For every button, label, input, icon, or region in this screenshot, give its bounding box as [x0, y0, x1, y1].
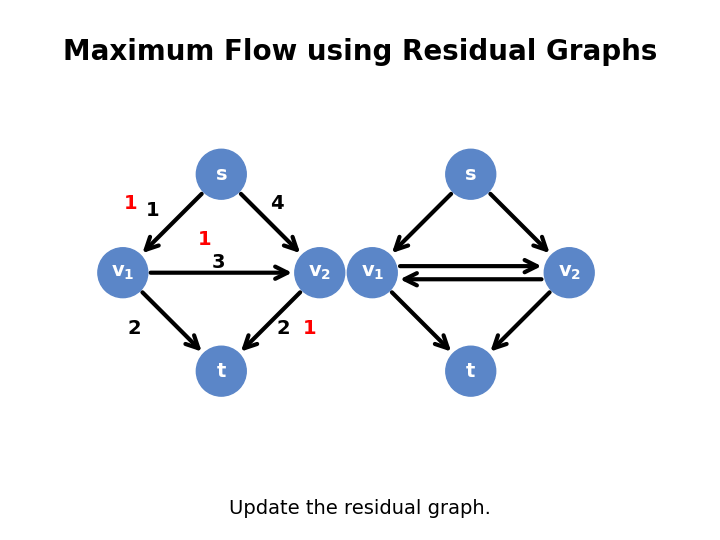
Circle shape: [446, 346, 495, 396]
Text: $\mathbf{v_1}$: $\mathbf{v_1}$: [111, 263, 135, 282]
Text: 2: 2: [277, 319, 290, 338]
Text: 1: 1: [303, 319, 317, 338]
Text: 4: 4: [270, 194, 284, 213]
Text: Update the residual graph.: Update the residual graph.: [229, 500, 491, 518]
Circle shape: [197, 346, 246, 396]
Text: $\mathbf{v_2}$: $\mathbf{v_2}$: [557, 263, 581, 282]
Text: t: t: [466, 362, 475, 381]
Circle shape: [544, 248, 594, 298]
Text: Maximum Flow using Residual Graphs: Maximum Flow using Residual Graphs: [63, 38, 657, 66]
Circle shape: [197, 149, 246, 199]
Circle shape: [347, 248, 397, 298]
Text: t: t: [217, 362, 226, 381]
Text: 1: 1: [124, 194, 138, 213]
Circle shape: [446, 149, 495, 199]
Text: 3: 3: [211, 253, 225, 272]
Text: 1: 1: [145, 201, 159, 220]
Text: 1: 1: [198, 231, 212, 249]
Text: $\mathbf{v_1}$: $\mathbf{v_1}$: [361, 263, 384, 282]
Text: $\mathbf{v_2}$: $\mathbf{v_2}$: [308, 263, 331, 282]
Circle shape: [98, 248, 148, 298]
Text: s: s: [215, 165, 227, 184]
Text: 2: 2: [128, 319, 141, 338]
Text: s: s: [465, 165, 477, 184]
Circle shape: [294, 248, 345, 298]
